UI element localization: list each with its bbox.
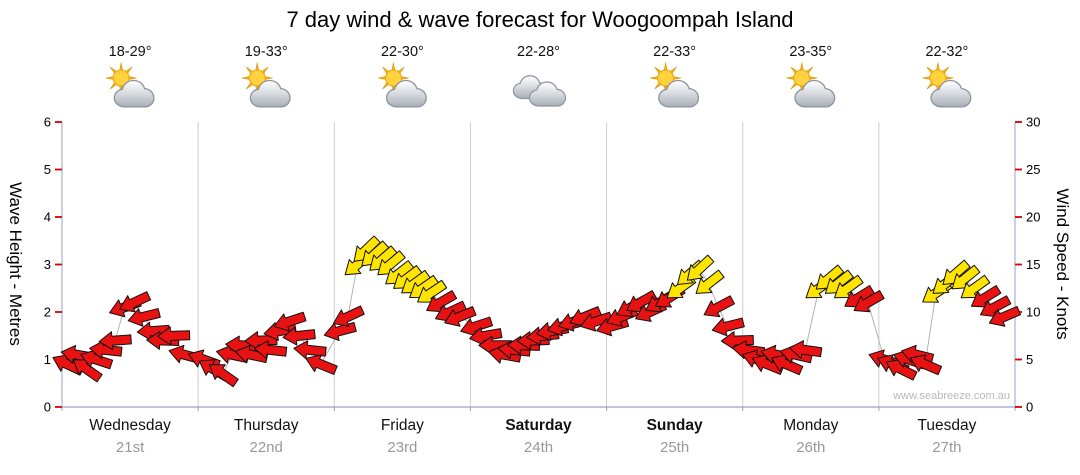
wind-arrow	[460, 316, 494, 337]
right-axis-ticks: 0 5 10 15 20 25 30	[1015, 115, 1040, 415]
wind-arrow	[469, 326, 503, 346]
wind-arrow	[282, 326, 316, 346]
left-tick-label: 1	[44, 352, 51, 367]
left-tick-label: 6	[44, 115, 51, 130]
wind-arrow	[305, 354, 338, 375]
watermark: www.seabreeze.com.au	[893, 390, 1010, 402]
day-name-label: Tuesday	[917, 417, 977, 434]
day-name-label: Thursday	[233, 417, 299, 434]
wind-arrow	[444, 306, 477, 327]
wind-arrow	[208, 364, 239, 388]
day-temp-range: 19-33°	[244, 44, 288, 60]
wind-arrow	[136, 321, 170, 341]
wind-arrow	[834, 274, 864, 299]
wind-arrow	[89, 340, 123, 360]
sun-cloud-icon	[241, 62, 291, 108]
day-name-label: Sunday	[646, 417, 703, 434]
day-date-label: 24th	[523, 439, 554, 456]
wind-arrow	[72, 359, 103, 383]
day-name-label: Monday	[783, 417, 839, 434]
sun-cloud-icon	[786, 62, 836, 108]
wind-arrow	[720, 331, 754, 351]
day-temp-range: 22-28°	[517, 44, 560, 60]
day-date-label: 22nd	[249, 439, 283, 456]
wind-arrow	[332, 305, 365, 327]
day-temp-range: 23-35°	[789, 44, 833, 60]
left-tick-label: 3	[44, 257, 51, 272]
day-temp-range: 18-29°	[108, 44, 152, 60]
wind-arrow	[788, 340, 823, 359]
day-date-label: 25th	[659, 439, 690, 456]
wind-arrow	[253, 340, 288, 360]
left-axis-ticks: 0 1 2 3 4 5 6	[44, 115, 62, 415]
wind-arrow	[273, 311, 307, 332]
clouds-icon	[512, 75, 567, 107]
sun-cloud-icon	[377, 62, 427, 108]
wind-arrow	[157, 326, 191, 346]
wind-arrow	[579, 311, 613, 332]
wind-arrow	[127, 308, 161, 327]
right-tick-label: 15	[1026, 257, 1040, 272]
sun-cloud-icon	[105, 62, 155, 108]
left-tick-label: 4	[44, 210, 51, 225]
right-tick-label: 5	[1026, 352, 1033, 367]
wind-trend-line	[67, 249, 1005, 375]
wind-arrow	[695, 269, 725, 294]
wind-arrows	[52, 235, 1022, 388]
day-name-label: Friday	[380, 417, 424, 434]
day-temp-range: 22-32°	[925, 44, 969, 60]
right-tick-label: 0	[1026, 400, 1033, 415]
day-name-label: Saturday	[505, 417, 572, 434]
left-tick-label: 5	[44, 162, 51, 177]
day-temp-range: 22-30°	[380, 44, 424, 60]
wind-arrow	[686, 254, 715, 281]
wind-arrow	[417, 279, 448, 303]
wind-arrow	[909, 354, 943, 376]
wind-arrow	[853, 290, 885, 313]
day-temp-range: 22-33°	[653, 44, 697, 60]
wind-arrow	[979, 295, 1012, 318]
left-tick-label: 2	[44, 305, 51, 320]
left-tick-label: 0	[44, 400, 51, 415]
right-tick-label: 10	[1026, 305, 1040, 320]
right-tick-label: 20	[1026, 210, 1040, 225]
right-tick-label: 30	[1026, 115, 1040, 130]
wind-arrow	[80, 349, 114, 370]
page-title: 7 day wind & wave forecast for Woogoompa…	[286, 7, 794, 32]
wind-arrow	[988, 305, 1022, 327]
wind-arrow	[323, 322, 357, 341]
day-date-label: 21st	[115, 439, 145, 456]
right-tick-label: 25	[1026, 162, 1040, 177]
wind-arrow	[626, 290, 658, 313]
wind-arrow	[119, 291, 152, 313]
day-date-label: 27th	[932, 439, 962, 456]
wind-arrow	[960, 274, 991, 299]
sun-cloud-icon	[922, 62, 972, 108]
weather-icons	[105, 62, 972, 108]
wind-arrow	[771, 354, 804, 376]
wind-arrow	[885, 359, 918, 381]
wind-arrow	[703, 295, 735, 318]
wind-arrow	[711, 317, 745, 337]
day-date-label: 23rd	[387, 439, 418, 456]
day-date-label: 26th	[796, 439, 826, 456]
sun-cloud-icon	[650, 62, 700, 108]
wind-arrow	[970, 285, 1002, 308]
day-name-label: Wednesday	[89, 417, 171, 434]
wind-arrow	[98, 331, 132, 351]
wind-arrow	[293, 340, 327, 360]
wind-arrow	[426, 290, 458, 313]
